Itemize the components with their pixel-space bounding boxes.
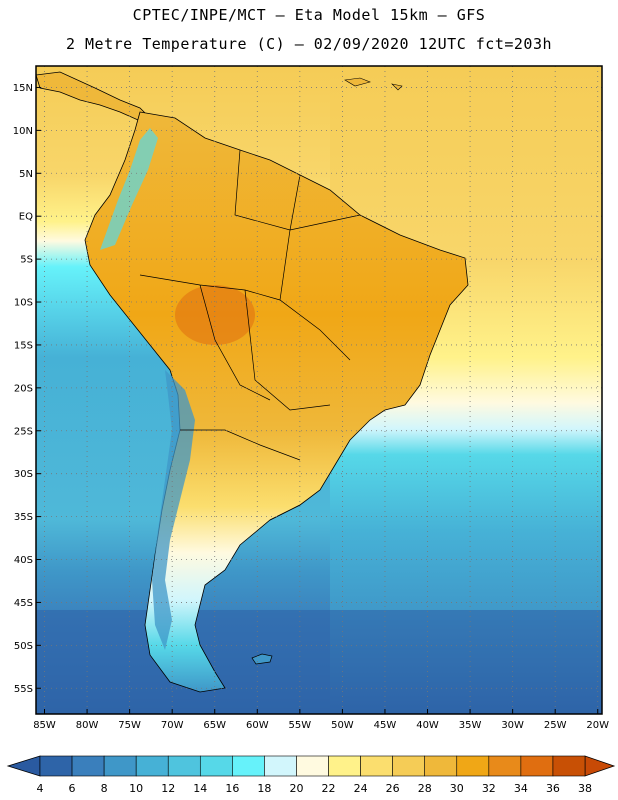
lat-tick-label: 40S (14, 555, 33, 566)
lon-tick-label: 80W (76, 720, 99, 731)
lat-tick-label: 10S (14, 298, 33, 309)
colorbar-underflow-arrow (6, 755, 41, 777)
lat-tick-label: 5S (20, 255, 33, 266)
lon-tick-label: 75W (118, 720, 141, 731)
colorbar-label: 4 (37, 782, 44, 795)
colorbar-label: 20 (289, 782, 303, 795)
lon-tick-label: 60W (246, 720, 269, 731)
lon-tick-label: 50W (331, 720, 354, 731)
colorbar-swatch (456, 755, 490, 777)
colorbar-swatch (328, 755, 361, 777)
colorbar-label: 38 (578, 782, 592, 795)
colorbar-label: 28 (418, 782, 432, 795)
colorbar-swatch (39, 755, 73, 777)
colorbar-label: 26 (386, 782, 400, 795)
colorbar-swatch (167, 755, 201, 777)
lon-tick-label: 40W (416, 720, 439, 731)
colorbar-label: 34 (514, 782, 528, 795)
lat-tick-label: 5N (19, 169, 33, 180)
colorbar-swatch (520, 755, 554, 777)
colorbar-swatch (199, 755, 233, 777)
lat-tick-label: 15N (13, 83, 33, 94)
northern-andes-band (100, 128, 158, 250)
southern-ocean-field (36, 610, 602, 714)
colorbar-overflow-arrow (584, 755, 616, 777)
colorbar-label: 14 (193, 782, 207, 795)
temperature-colorbar: 4 6 8 10 12 14 16 18 20 22 24 26 28 30 32 34 36 38 (6, 755, 616, 795)
lon-tick-label: 70W (161, 720, 184, 731)
lat-tick-label: 30S (14, 469, 33, 480)
colorbar-label: 24 (354, 782, 368, 795)
southern-andes-band (152, 370, 195, 650)
colorbar-swatch (360, 755, 393, 777)
colorbar-label: 18 (257, 782, 271, 795)
map-title-line2: 2 Metre Temperature (C) – 02/09/2020 12U… (65, 35, 553, 53)
country-borders (139, 149, 361, 521)
colorbar-label: 22 (322, 782, 336, 795)
colorbar-swatch (103, 755, 137, 777)
lat-tick-label: 35S (14, 512, 33, 523)
graticule (36, 66, 602, 714)
lon-tick-label: 85W (33, 720, 56, 731)
lon-tick-label: 30W (501, 720, 524, 731)
lon-tick-label: 20W (586, 720, 609, 731)
lat-tick-label: 10N (13, 126, 33, 137)
lat-tick-label: 45S (14, 598, 33, 609)
colorbar-label: 8 (101, 782, 108, 795)
lon-tick-label: 55W (289, 720, 312, 731)
colorbar-label: 6 (69, 782, 76, 795)
lon-tick-label: 65W (203, 720, 226, 731)
warm-core-area (175, 285, 255, 345)
lat-tick-label: 25S (14, 426, 33, 437)
south-america-land (84, 111, 469, 693)
caribbean-islands (344, 77, 403, 91)
lat-tick-label: 50S (14, 641, 33, 652)
map-title-line1: CPTEC/INPE/MCT – Eta Model 15km – GFS (132, 6, 486, 24)
latitude-axis: 15N 10N 5N EQ 5S 10S 15S 20S 25S 30S 35S 40S 45S 50S 5… (13, 83, 41, 695)
colorbar-swatch (71, 755, 105, 777)
colorbar-label: 32 (482, 782, 496, 795)
lat-tick-label: 15S (14, 340, 33, 351)
colorbar-label: 30 (450, 782, 464, 795)
colorbar-swatch (135, 755, 169, 777)
colorbar-swatch (552, 755, 586, 777)
colorbar-label: 12 (161, 782, 175, 795)
colorbar-label: 10 (129, 782, 143, 795)
lon-tick-label: 25W (544, 720, 567, 731)
colorbar-swatch (232, 755, 265, 777)
colorbar-label: 36 (546, 782, 560, 795)
colorbar-label: 16 (225, 782, 239, 795)
lon-tick-label: 45W (374, 720, 397, 731)
map-border (35, 65, 603, 715)
longitude-axis: 85W 80W 75W 70W 65W 60W 55W 50W 45W 40W 35W 30W 25W 2… (33, 709, 609, 731)
lat-tick-label: 55S (14, 684, 33, 695)
lat-tick-label: EQ (19, 212, 33, 223)
lon-tick-label: 35W (459, 720, 482, 731)
colorbar-swatch (424, 755, 458, 777)
colorbar-swatch (488, 755, 522, 777)
lat-tick-label: 20S (14, 383, 33, 394)
colorbar-swatch (264, 755, 297, 777)
colorbar-swatch (296, 755, 329, 777)
colorbar-swatch (392, 755, 426, 777)
